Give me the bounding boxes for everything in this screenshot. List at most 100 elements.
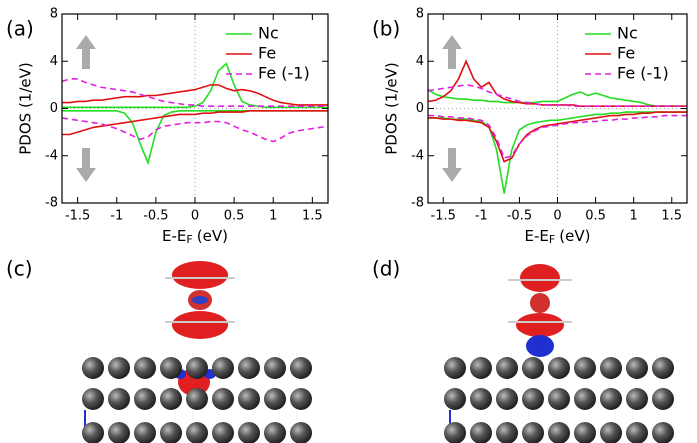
legend-label: Fe <box>258 44 276 63</box>
atom <box>264 357 286 379</box>
isosurface <box>520 264 560 292</box>
x-axis-label: E-EF(eV) <box>162 227 228 247</box>
x-tick-label: 1.5 <box>661 209 682 224</box>
atom <box>574 388 596 410</box>
atom <box>444 388 466 410</box>
atom <box>238 388 260 410</box>
x-axis-label-main: E-E <box>525 227 549 245</box>
panel-label: (b) <box>372 17 400 41</box>
x-axis-label: E-EF(eV) <box>525 227 591 247</box>
atom <box>134 357 156 379</box>
isosurface <box>530 293 550 313</box>
atom <box>264 422 286 443</box>
atom <box>134 388 156 410</box>
y-tick-label: -8 <box>45 196 58 211</box>
atom <box>108 357 130 379</box>
atom <box>290 388 312 410</box>
y-tick-label: -8 <box>411 196 424 211</box>
legend-label: Nc <box>258 24 279 43</box>
atom <box>496 388 518 410</box>
atom <box>574 357 596 379</box>
atom <box>212 357 234 379</box>
y-tick-label: 4 <box>50 54 58 69</box>
atom <box>626 422 648 443</box>
atom <box>574 422 596 443</box>
isosurface <box>172 261 228 289</box>
isosurface <box>192 296 208 304</box>
atom <box>522 357 544 379</box>
atom <box>160 388 182 410</box>
x-axis-label-sub: F <box>186 233 192 246</box>
atom <box>652 357 674 379</box>
atom <box>186 357 208 379</box>
x-tick-label: -1 <box>475 209 488 224</box>
atom <box>470 357 492 379</box>
y-axis-label: PDOS (1/eV) <box>383 62 401 154</box>
atom <box>444 422 466 443</box>
x-tick-label: 0.5 <box>585 209 606 224</box>
atom <box>160 357 182 379</box>
x-tick-label: 1 <box>630 209 638 224</box>
isosurface <box>516 313 564 337</box>
isosurface <box>172 311 228 339</box>
atom <box>82 422 104 443</box>
atom <box>470 388 492 410</box>
legend-label: Fe <box>617 44 635 63</box>
atom <box>626 357 648 379</box>
y-tick-label: 4 <box>416 54 424 69</box>
atom <box>652 388 674 410</box>
structure-c <box>85 261 235 428</box>
atom <box>160 422 182 443</box>
atom <box>212 422 234 443</box>
y-axis-label: PDOS (1/eV) <box>17 62 35 154</box>
atom <box>108 388 130 410</box>
x-axis-label-unit: (eV) <box>197 227 228 245</box>
y-tick-label: 8 <box>416 7 424 22</box>
atom <box>652 422 674 443</box>
legend-label: Nc <box>617 24 638 43</box>
spin-arrow <box>442 35 462 69</box>
atom <box>444 357 466 379</box>
atom <box>548 388 570 410</box>
atom <box>212 388 234 410</box>
panel-label: (c) <box>6 257 33 281</box>
x-tick-label: -0.5 <box>143 209 168 224</box>
x-axis-label-unit: (eV) <box>559 227 590 245</box>
atom <box>522 388 544 410</box>
atom <box>496 357 518 379</box>
figure: (c) (d) -1.5-1-0.500.511.5-8-4048(a)PDOS… <box>0 0 697 443</box>
atom <box>186 388 208 410</box>
y-tick-label: 8 <box>50 7 58 22</box>
atom <box>290 422 312 443</box>
atom <box>108 422 130 443</box>
x-tick-label: 0.5 <box>224 209 245 224</box>
y-tick-label: -4 <box>411 148 424 163</box>
legend-label: Fe (-1) <box>617 64 669 83</box>
atom <box>82 357 104 379</box>
atom <box>290 357 312 379</box>
legend-label: Fe (-1) <box>258 64 310 83</box>
x-tick-label: -0.5 <box>507 209 532 224</box>
x-tick-label: -1.5 <box>65 209 90 224</box>
atom <box>548 357 570 379</box>
x-tick-label: -1.5 <box>431 209 456 224</box>
atom <box>134 422 156 443</box>
y-tick-label: -4 <box>45 148 58 163</box>
atom <box>186 422 208 443</box>
series-line <box>428 90 687 107</box>
x-tick-label: 1.5 <box>302 209 323 224</box>
atom <box>600 422 622 443</box>
atom <box>82 388 104 410</box>
atom <box>522 422 544 443</box>
x-tick-label: 0 <box>553 209 561 224</box>
y-tick-label: 0 <box>416 101 424 116</box>
panel-label: (d) <box>372 257 400 281</box>
spin-arrow <box>76 148 96 182</box>
series-line <box>428 116 687 159</box>
y-tick-label: 0 <box>50 101 58 116</box>
atom <box>600 388 622 410</box>
atom <box>264 388 286 410</box>
x-tick-label: 1 <box>269 209 277 224</box>
atom <box>470 422 492 443</box>
atom <box>626 388 648 410</box>
